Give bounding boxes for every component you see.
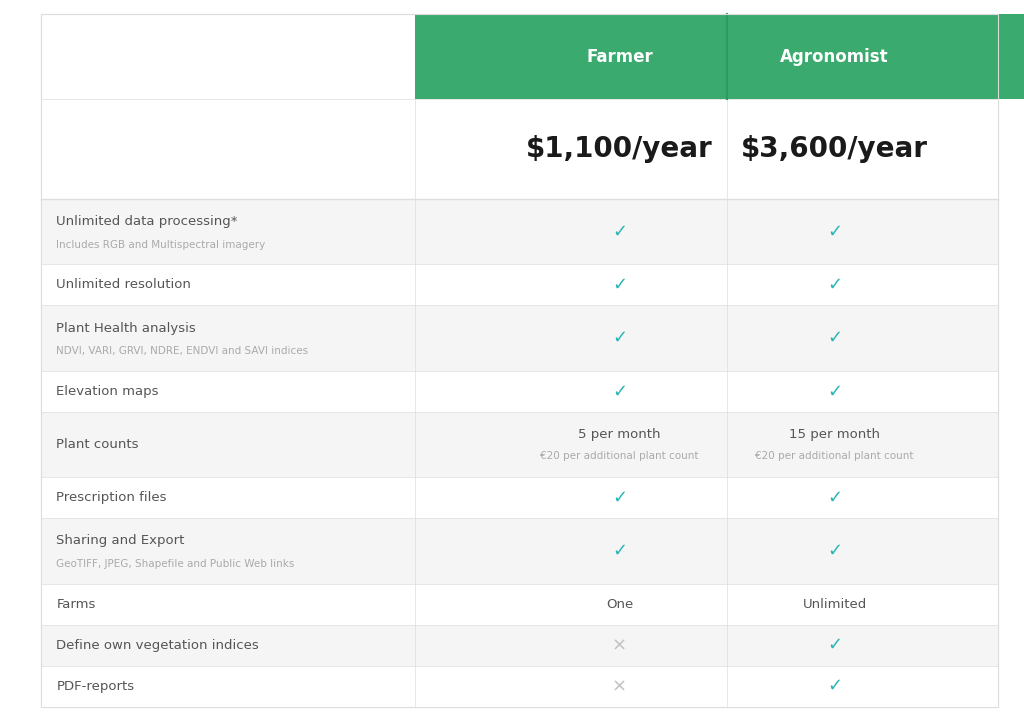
Text: Define own vegetation indices: Define own vegetation indices xyxy=(56,639,259,652)
Text: ✓: ✓ xyxy=(827,636,842,654)
Text: ✓: ✓ xyxy=(827,276,842,294)
Text: ✓: ✓ xyxy=(612,329,627,348)
Text: PDF-reports: PDF-reports xyxy=(56,680,134,693)
FancyBboxPatch shape xyxy=(41,477,998,518)
Text: 15 per month: 15 per month xyxy=(790,428,880,441)
Text: Unlimited data processing*: Unlimited data processing* xyxy=(56,215,238,228)
Text: Prescription files: Prescription files xyxy=(56,491,167,504)
FancyBboxPatch shape xyxy=(41,306,998,371)
Text: GeoTIFF, JPEG, Shapefile and Public Web links: GeoTIFF, JPEG, Shapefile and Public Web … xyxy=(56,559,295,569)
Text: Unlimited: Unlimited xyxy=(803,598,866,611)
Text: ×: × xyxy=(612,677,627,695)
Text: $1,100/year: $1,100/year xyxy=(526,136,713,163)
FancyBboxPatch shape xyxy=(41,624,998,665)
Text: Elevation maps: Elevation maps xyxy=(56,385,159,398)
Text: ✓: ✓ xyxy=(827,329,842,348)
Text: ✓: ✓ xyxy=(827,489,842,507)
Text: ✓: ✓ xyxy=(612,223,627,241)
FancyBboxPatch shape xyxy=(415,14,1024,99)
Text: ✓: ✓ xyxy=(612,489,627,507)
Text: Unlimited resolution: Unlimited resolution xyxy=(56,278,191,291)
Text: ✓: ✓ xyxy=(827,677,842,695)
FancyBboxPatch shape xyxy=(41,371,998,412)
FancyBboxPatch shape xyxy=(41,14,998,707)
Text: Agronomist: Agronomist xyxy=(780,48,889,66)
FancyBboxPatch shape xyxy=(41,412,998,477)
Text: NDVI, VARI, GRVI, NDRE, ENDVI and SAVI indices: NDVI, VARI, GRVI, NDRE, ENDVI and SAVI i… xyxy=(56,346,308,356)
Text: €20 per additional plant count: €20 per additional plant count xyxy=(756,451,913,461)
Text: ✓: ✓ xyxy=(612,382,627,400)
FancyBboxPatch shape xyxy=(41,518,998,584)
Text: One: One xyxy=(606,598,633,611)
FancyBboxPatch shape xyxy=(41,584,998,624)
Text: ✓: ✓ xyxy=(827,542,842,560)
Text: ✓: ✓ xyxy=(612,542,627,560)
FancyBboxPatch shape xyxy=(41,99,998,199)
Text: Plant Health analysis: Plant Health analysis xyxy=(56,322,196,335)
Text: ✓: ✓ xyxy=(612,276,627,294)
Text: ✓: ✓ xyxy=(827,382,842,400)
Text: Sharing and Export: Sharing and Export xyxy=(56,534,184,547)
FancyBboxPatch shape xyxy=(41,199,998,265)
FancyBboxPatch shape xyxy=(41,665,998,707)
Text: Plant counts: Plant counts xyxy=(56,438,139,451)
Text: Includes RGB and Multispectral imagery: Includes RGB and Multispectral imagery xyxy=(56,239,265,249)
Text: ×: × xyxy=(612,636,627,654)
Text: Farms: Farms xyxy=(56,598,95,611)
Text: ✓: ✓ xyxy=(827,223,842,241)
Text: $3,600/year: $3,600/year xyxy=(741,136,928,163)
Text: €20 per additional plant count: €20 per additional plant count xyxy=(541,451,698,461)
Text: Farmer: Farmer xyxy=(586,48,653,66)
FancyBboxPatch shape xyxy=(41,265,998,306)
Text: 5 per month: 5 per month xyxy=(579,428,660,441)
